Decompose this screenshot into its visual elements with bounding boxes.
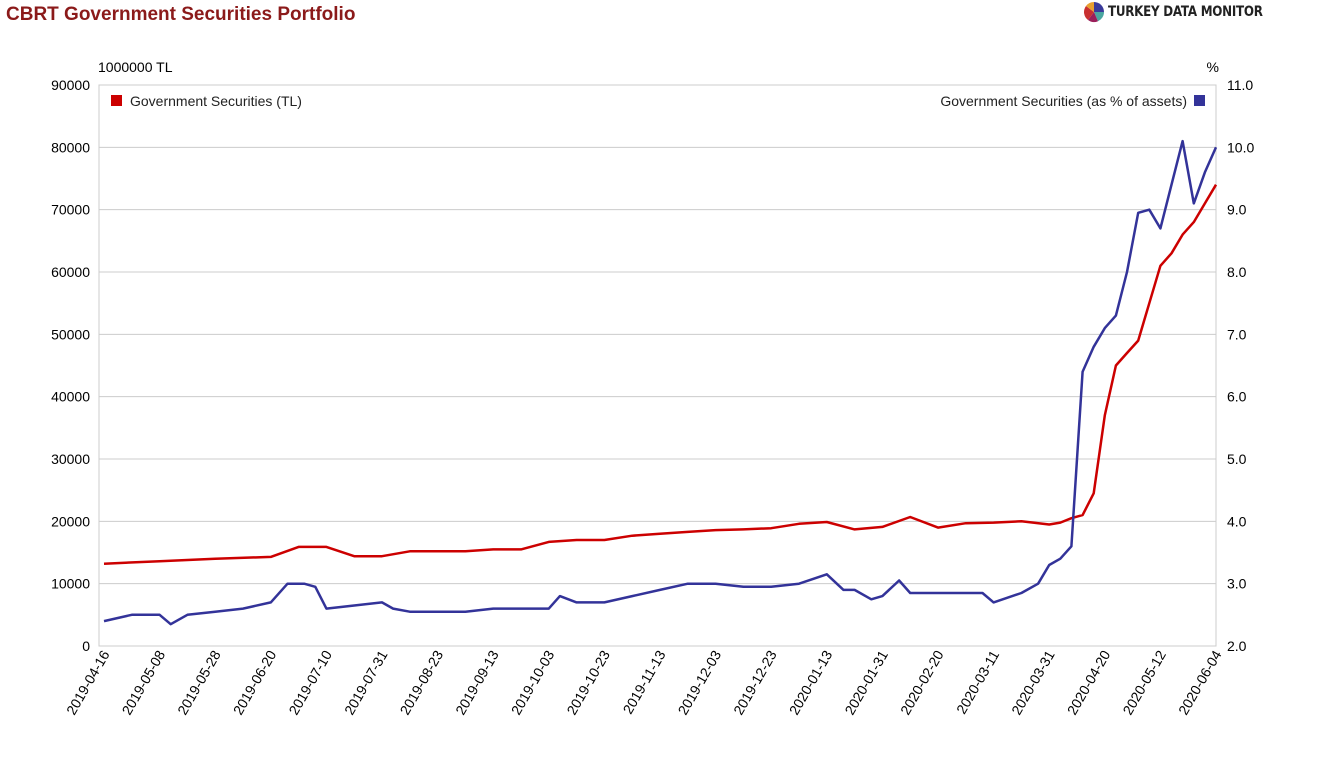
pie-logo-icon — [1084, 2, 1104, 23]
right-tick-label: 10.0 — [1227, 139, 1254, 155]
series-lines — [103, 139, 1218, 626]
x-tick-label: 2019-07-31 — [341, 647, 391, 717]
legend-left[interactable]: Government Securities (TL) — [111, 93, 302, 109]
left-tick-label: 80000 — [51, 139, 90, 155]
x-tick-label: 2020-03-31 — [1008, 647, 1058, 717]
x-tick-label: 2019-04-16 — [63, 647, 113, 717]
x-tick-label: 2020-06-04 — [1175, 647, 1225, 717]
brand-name: TURKEY DATA MONITOR — [1108, 4, 1263, 20]
brand-name-suffix: MONITOR — [1200, 4, 1263, 20]
right-tick-label: 6.0 — [1227, 389, 1247, 405]
series-line-tl — [103, 184, 1218, 565]
left-tick-label: 40000 — [51, 389, 90, 405]
legend-label-tl: Government Securities (TL) — [130, 93, 302, 109]
x-tick-label: 2020-01-31 — [841, 647, 891, 717]
x-tick-label: 2019-05-28 — [174, 647, 224, 717]
x-tick-label: 2019-05-08 — [119, 647, 169, 717]
left-tick-label: 10000 — [51, 576, 90, 592]
x-tick-label: 2020-01-13 — [786, 647, 836, 717]
x-tick-label: 2019-11-13 — [619, 647, 668, 716]
left-tick-label: 60000 — [51, 264, 90, 280]
left-axis-unit-label: 1000000 TL — [98, 59, 173, 75]
left-tick-label: 0 — [82, 638, 90, 654]
right-tick-label: 5.0 — [1227, 451, 1247, 467]
legend-right[interactable]: Government Securities (as % of assets) — [940, 93, 1205, 109]
x-tick-label: 2019-10-23 — [563, 647, 613, 717]
right-tick-label: 11.0 — [1227, 77, 1253, 93]
right-axis-unit-label: % — [1207, 59, 1219, 75]
x-tick-label: 2020-03-11 — [953, 647, 1002, 716]
right-tick-label: 7.0 — [1227, 326, 1247, 342]
page-title: CBRT Government Securities Portfolio — [6, 4, 356, 25]
right-axis-ticks: 2.0 3.0 4.0 5.0 6.0 7.0 8.0 9.0 10.0 11.0 — [1227, 77, 1254, 654]
x-tick-label: 2019-09-13 — [452, 647, 502, 717]
left-tick-label: 50000 — [51, 326, 90, 342]
left-tick-label: 20000 — [51, 513, 90, 529]
right-tick-label: 9.0 — [1227, 202, 1247, 218]
left-tick-label: 30000 — [51, 451, 90, 467]
brand-name-prefix: TURKEY DATA — [1108, 4, 1201, 20]
right-tick-label: 3.0 — [1227, 576, 1247, 592]
plot-frame — [98, 84, 1217, 647]
gridlines — [99, 146, 1216, 585]
x-tick-label: 2019-10-03 — [508, 647, 558, 717]
legend-swatch-pct — [1194, 95, 1205, 106]
x-tick-label: 2020-02-20 — [897, 647, 947, 717]
legend-swatch-tl — [111, 95, 122, 106]
brand-logo: TURKEY DATA MONITOR — [1083, 0, 1290, 24]
x-tick-label: 2019-12-03 — [675, 647, 725, 717]
x-axis-ticks: 2019-04-16 2019-05-08 2019-05-28 2019-06-20… — [63, 647, 1225, 717]
x-tick-label: 2020-04-20 — [1064, 647, 1114, 717]
right-tick-label: 2.0 — [1227, 638, 1247, 654]
series-line-pct — [103, 139, 1218, 626]
right-tick-label: 8.0 — [1227, 264, 1247, 280]
x-tick-label: 2019-06-20 — [230, 647, 280, 717]
left-axis-ticks: 0 10000 20000 30000 40000 50000 60000 70000 8000… — [51, 77, 90, 654]
left-tick-label: 90000 — [51, 77, 90, 93]
right-tick-label: 4.0 — [1227, 513, 1247, 529]
x-tick-label: 2020-05-12 — [1119, 647, 1169, 717]
x-tick-label: 2019-08-23 — [397, 647, 447, 717]
left-tick-label: 70000 — [51, 202, 90, 218]
x-tick-label: 2019-07-10 — [285, 647, 335, 717]
legend-label-pct: Government Securities (as % of assets) — [940, 93, 1187, 109]
x-tick-label: 2019-12-23 — [730, 647, 780, 717]
